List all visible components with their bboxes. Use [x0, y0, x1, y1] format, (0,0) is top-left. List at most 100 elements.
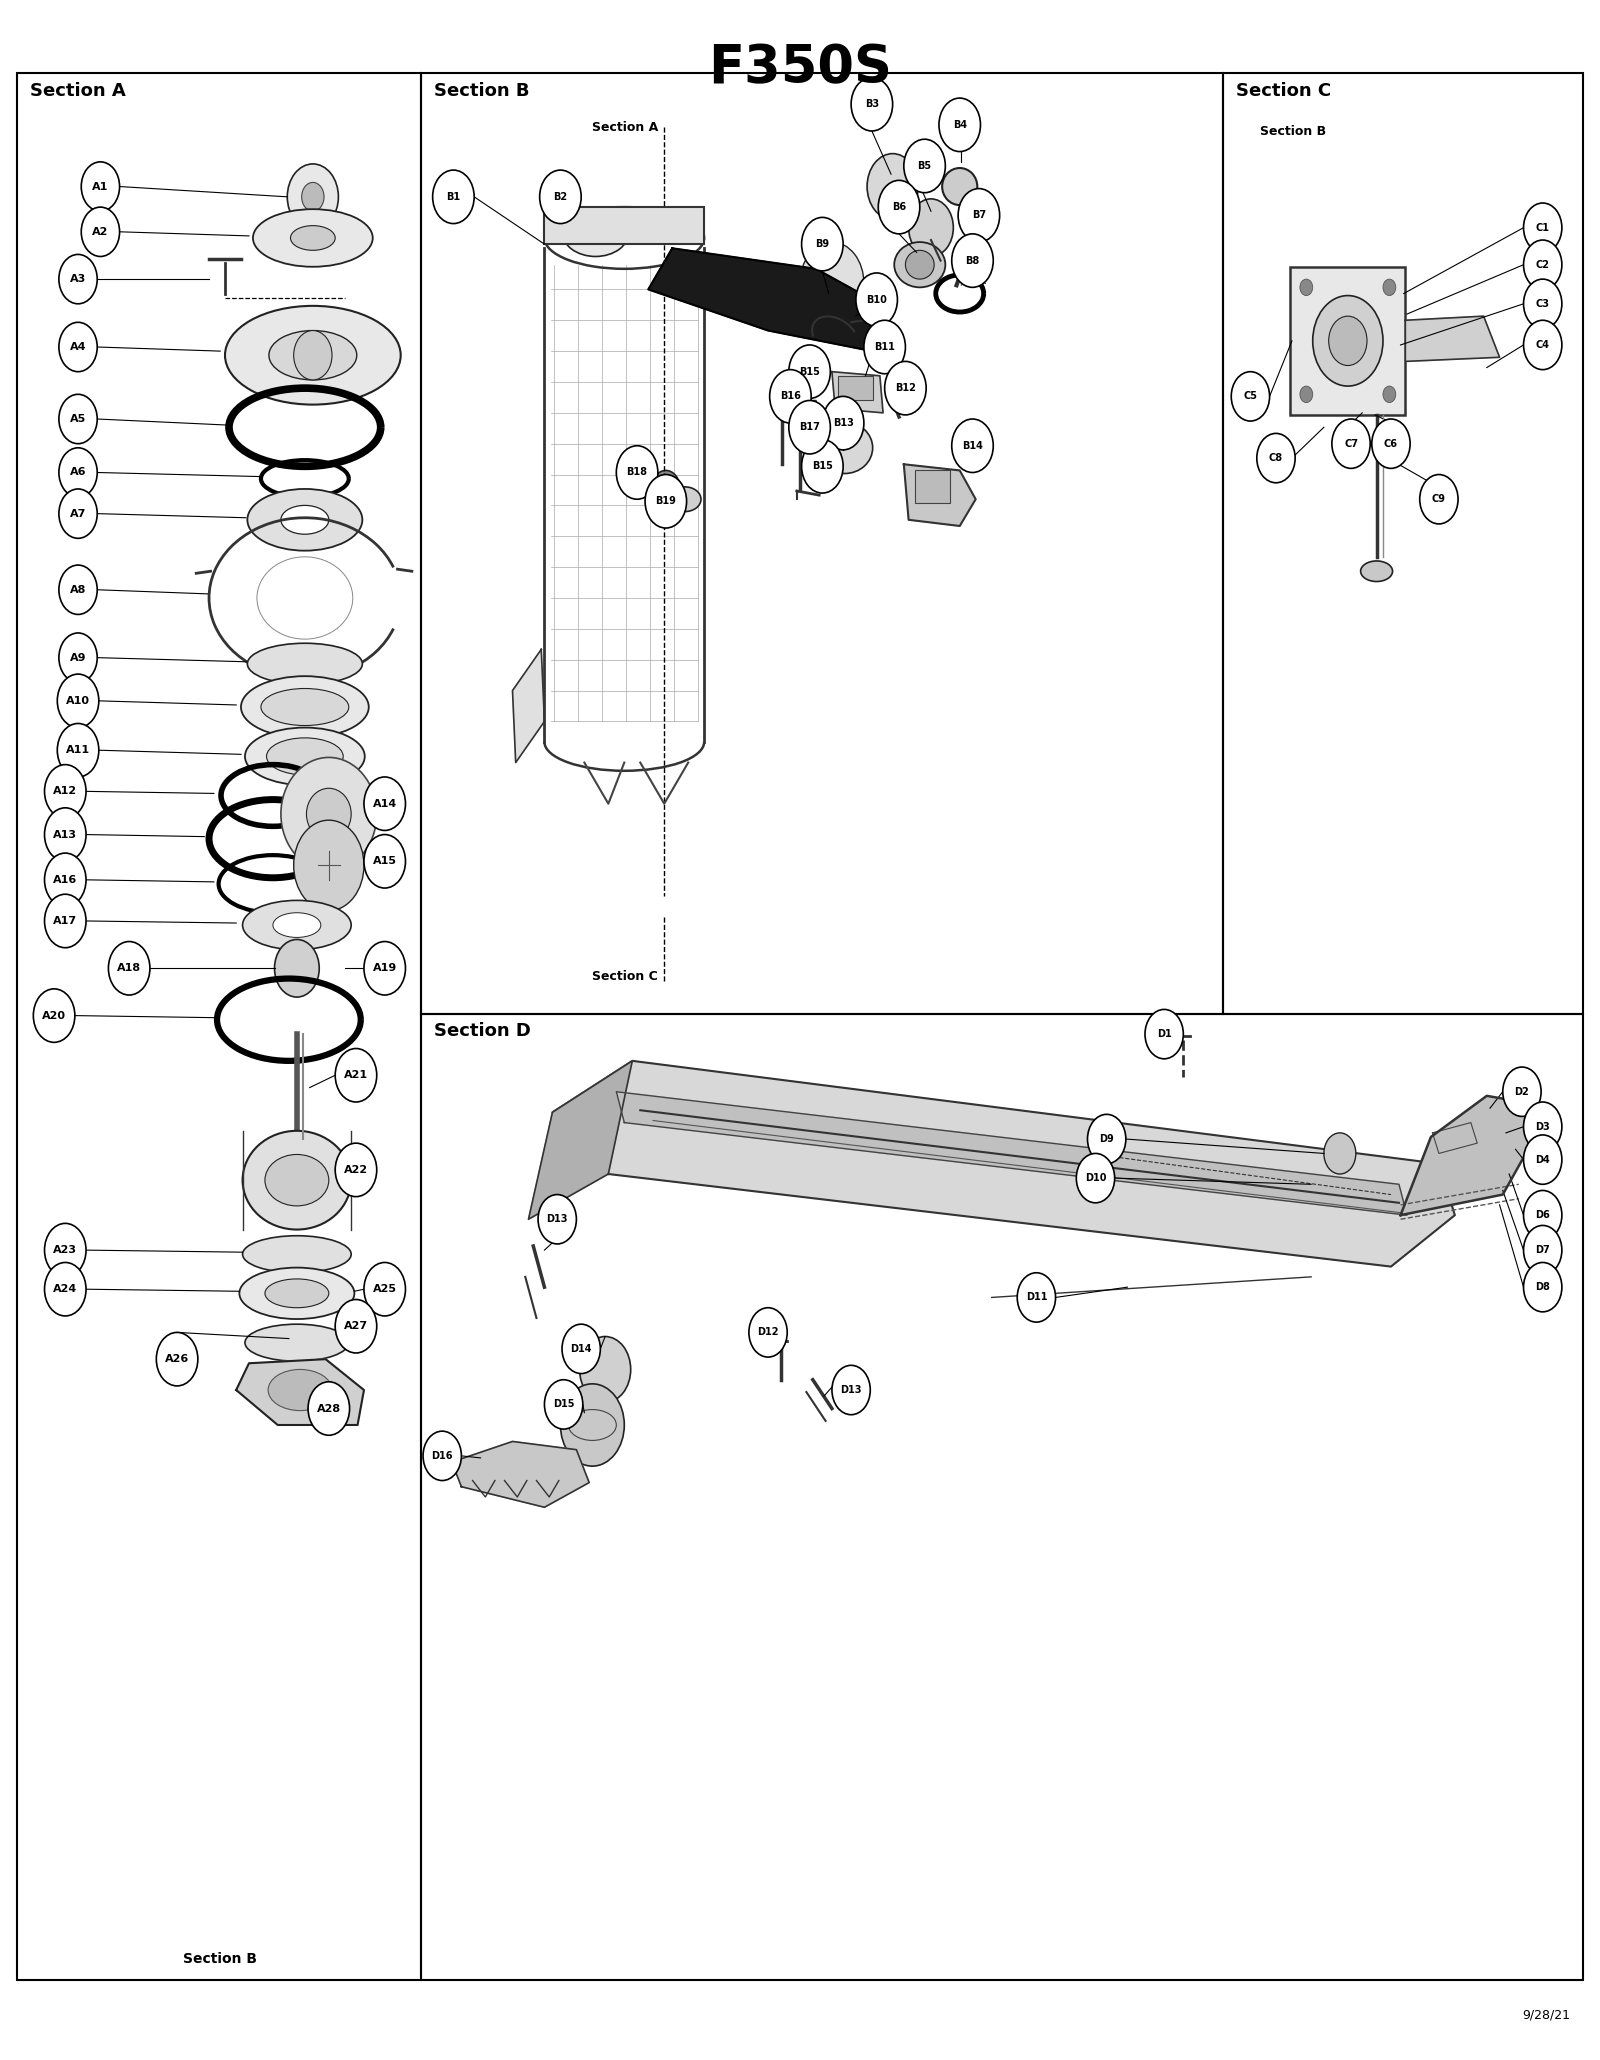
Ellipse shape [243, 1236, 350, 1273]
Circle shape [856, 272, 898, 325]
Circle shape [1077, 1154, 1115, 1203]
Circle shape [45, 894, 86, 948]
Circle shape [1382, 385, 1395, 402]
Circle shape [45, 1263, 86, 1316]
Ellipse shape [894, 243, 946, 286]
Text: A14: A14 [373, 799, 397, 810]
Circle shape [309, 1382, 349, 1436]
Text: Section C: Section C [592, 970, 658, 983]
Text: A15: A15 [373, 857, 397, 867]
Polygon shape [1400, 1096, 1531, 1215]
Ellipse shape [267, 737, 342, 775]
Bar [421, 1014, 1582, 1980]
Circle shape [832, 1366, 870, 1415]
Circle shape [45, 853, 86, 906]
Polygon shape [1405, 315, 1499, 360]
Polygon shape [904, 464, 976, 525]
Circle shape [1146, 1009, 1184, 1059]
Text: B6: B6 [891, 202, 906, 212]
Text: B15: B15 [811, 461, 832, 472]
Text: A19: A19 [373, 964, 397, 972]
Circle shape [157, 1333, 198, 1386]
Text: A12: A12 [53, 787, 77, 797]
Text: A18: A18 [117, 964, 141, 972]
Circle shape [1299, 385, 1312, 402]
Circle shape [336, 1300, 376, 1353]
Text: C1: C1 [1536, 222, 1550, 233]
Circle shape [1088, 1114, 1126, 1164]
Circle shape [288, 165, 339, 231]
Text: D7: D7 [1536, 1244, 1550, 1255]
Ellipse shape [816, 422, 872, 474]
Circle shape [294, 330, 333, 379]
Polygon shape [528, 1061, 632, 1220]
Text: B5: B5 [917, 161, 931, 171]
Text: D2: D2 [1515, 1088, 1530, 1096]
Text: A2: A2 [93, 227, 109, 237]
Text: Section B: Section B [434, 82, 530, 99]
Text: Section C: Section C [1237, 82, 1331, 99]
Ellipse shape [291, 227, 336, 251]
Text: Section B: Section B [184, 1953, 258, 1965]
Text: A25: A25 [373, 1283, 397, 1294]
Text: A22: A22 [344, 1164, 368, 1174]
Ellipse shape [282, 505, 330, 534]
Ellipse shape [269, 330, 357, 379]
Text: A4: A4 [70, 342, 86, 352]
Ellipse shape [240, 1267, 354, 1318]
Bar [1224, 74, 1582, 1014]
Ellipse shape [282, 758, 376, 871]
Circle shape [82, 208, 120, 258]
Text: C7: C7 [1344, 439, 1358, 449]
Ellipse shape [307, 789, 350, 840]
Polygon shape [832, 371, 883, 412]
Text: Section B: Section B [1261, 126, 1326, 138]
Circle shape [1523, 1226, 1562, 1275]
Bar [544, 208, 704, 245]
Text: 9/28/21: 9/28/21 [1522, 2008, 1570, 2021]
Circle shape [560, 1384, 624, 1467]
Circle shape [1523, 1135, 1562, 1184]
Circle shape [802, 439, 843, 492]
Circle shape [1328, 315, 1366, 365]
Circle shape [749, 1308, 787, 1358]
Text: D1: D1 [1157, 1030, 1171, 1038]
Ellipse shape [906, 251, 934, 278]
Circle shape [363, 1263, 405, 1316]
Ellipse shape [245, 1325, 349, 1362]
Circle shape [864, 319, 906, 373]
Ellipse shape [248, 643, 362, 684]
Circle shape [58, 674, 99, 727]
Polygon shape [512, 649, 544, 762]
Text: Section A: Section A [30, 82, 126, 99]
Text: A26: A26 [165, 1353, 189, 1364]
Circle shape [59, 488, 98, 538]
Circle shape [878, 181, 920, 235]
Bar [1290, 268, 1405, 414]
Text: C6: C6 [1384, 439, 1398, 449]
Text: D15: D15 [554, 1399, 574, 1409]
Ellipse shape [266, 1279, 330, 1308]
Circle shape [59, 447, 98, 496]
Text: A17: A17 [53, 917, 77, 925]
Circle shape [34, 989, 75, 1042]
Text: C2: C2 [1536, 260, 1550, 270]
Circle shape [952, 418, 994, 472]
Text: A3: A3 [70, 274, 86, 284]
Circle shape [1502, 1067, 1541, 1117]
Text: B10: B10 [866, 295, 886, 305]
Text: B14: B14 [962, 441, 982, 451]
Circle shape [651, 470, 680, 507]
Text: D10: D10 [1085, 1172, 1106, 1182]
Circle shape [645, 474, 686, 527]
Circle shape [1523, 278, 1562, 328]
Ellipse shape [669, 486, 701, 511]
Polygon shape [451, 1442, 589, 1508]
Text: B15: B15 [798, 367, 821, 377]
Text: A20: A20 [42, 1011, 66, 1020]
Circle shape [1018, 1273, 1056, 1323]
Circle shape [1323, 1133, 1355, 1174]
Text: F350S: F350S [707, 43, 893, 95]
Circle shape [1523, 241, 1562, 288]
Circle shape [363, 834, 405, 888]
